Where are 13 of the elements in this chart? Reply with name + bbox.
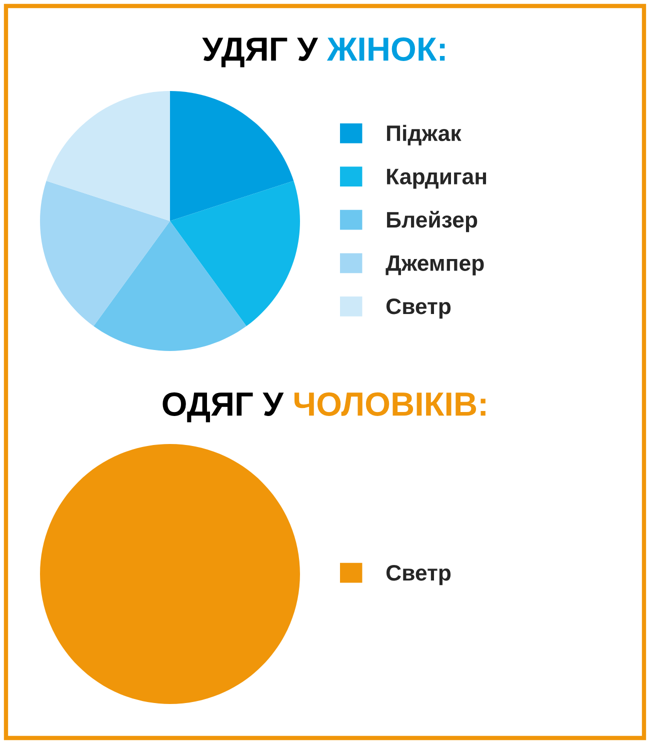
pie-slice [94,221,246,351]
legend-label: Светр [386,564,451,586]
pie-slice [170,91,294,221]
legend-label: Джемпер [386,255,484,276]
legend-label: Блейзер [387,210,478,232]
chart-title: ОДЯГ У ЧОЛОВІКІВ: [162,392,486,422]
pie-slice [46,91,170,221]
legend-label: Піджак [387,124,462,146]
legend-label: Светр [386,298,451,319]
pie-slice [40,180,170,326]
chart-title: УДЯГ У ЖІНОК: [202,37,445,68]
legend-label: Кардиган [387,168,486,189]
pie-slice [170,180,300,326]
